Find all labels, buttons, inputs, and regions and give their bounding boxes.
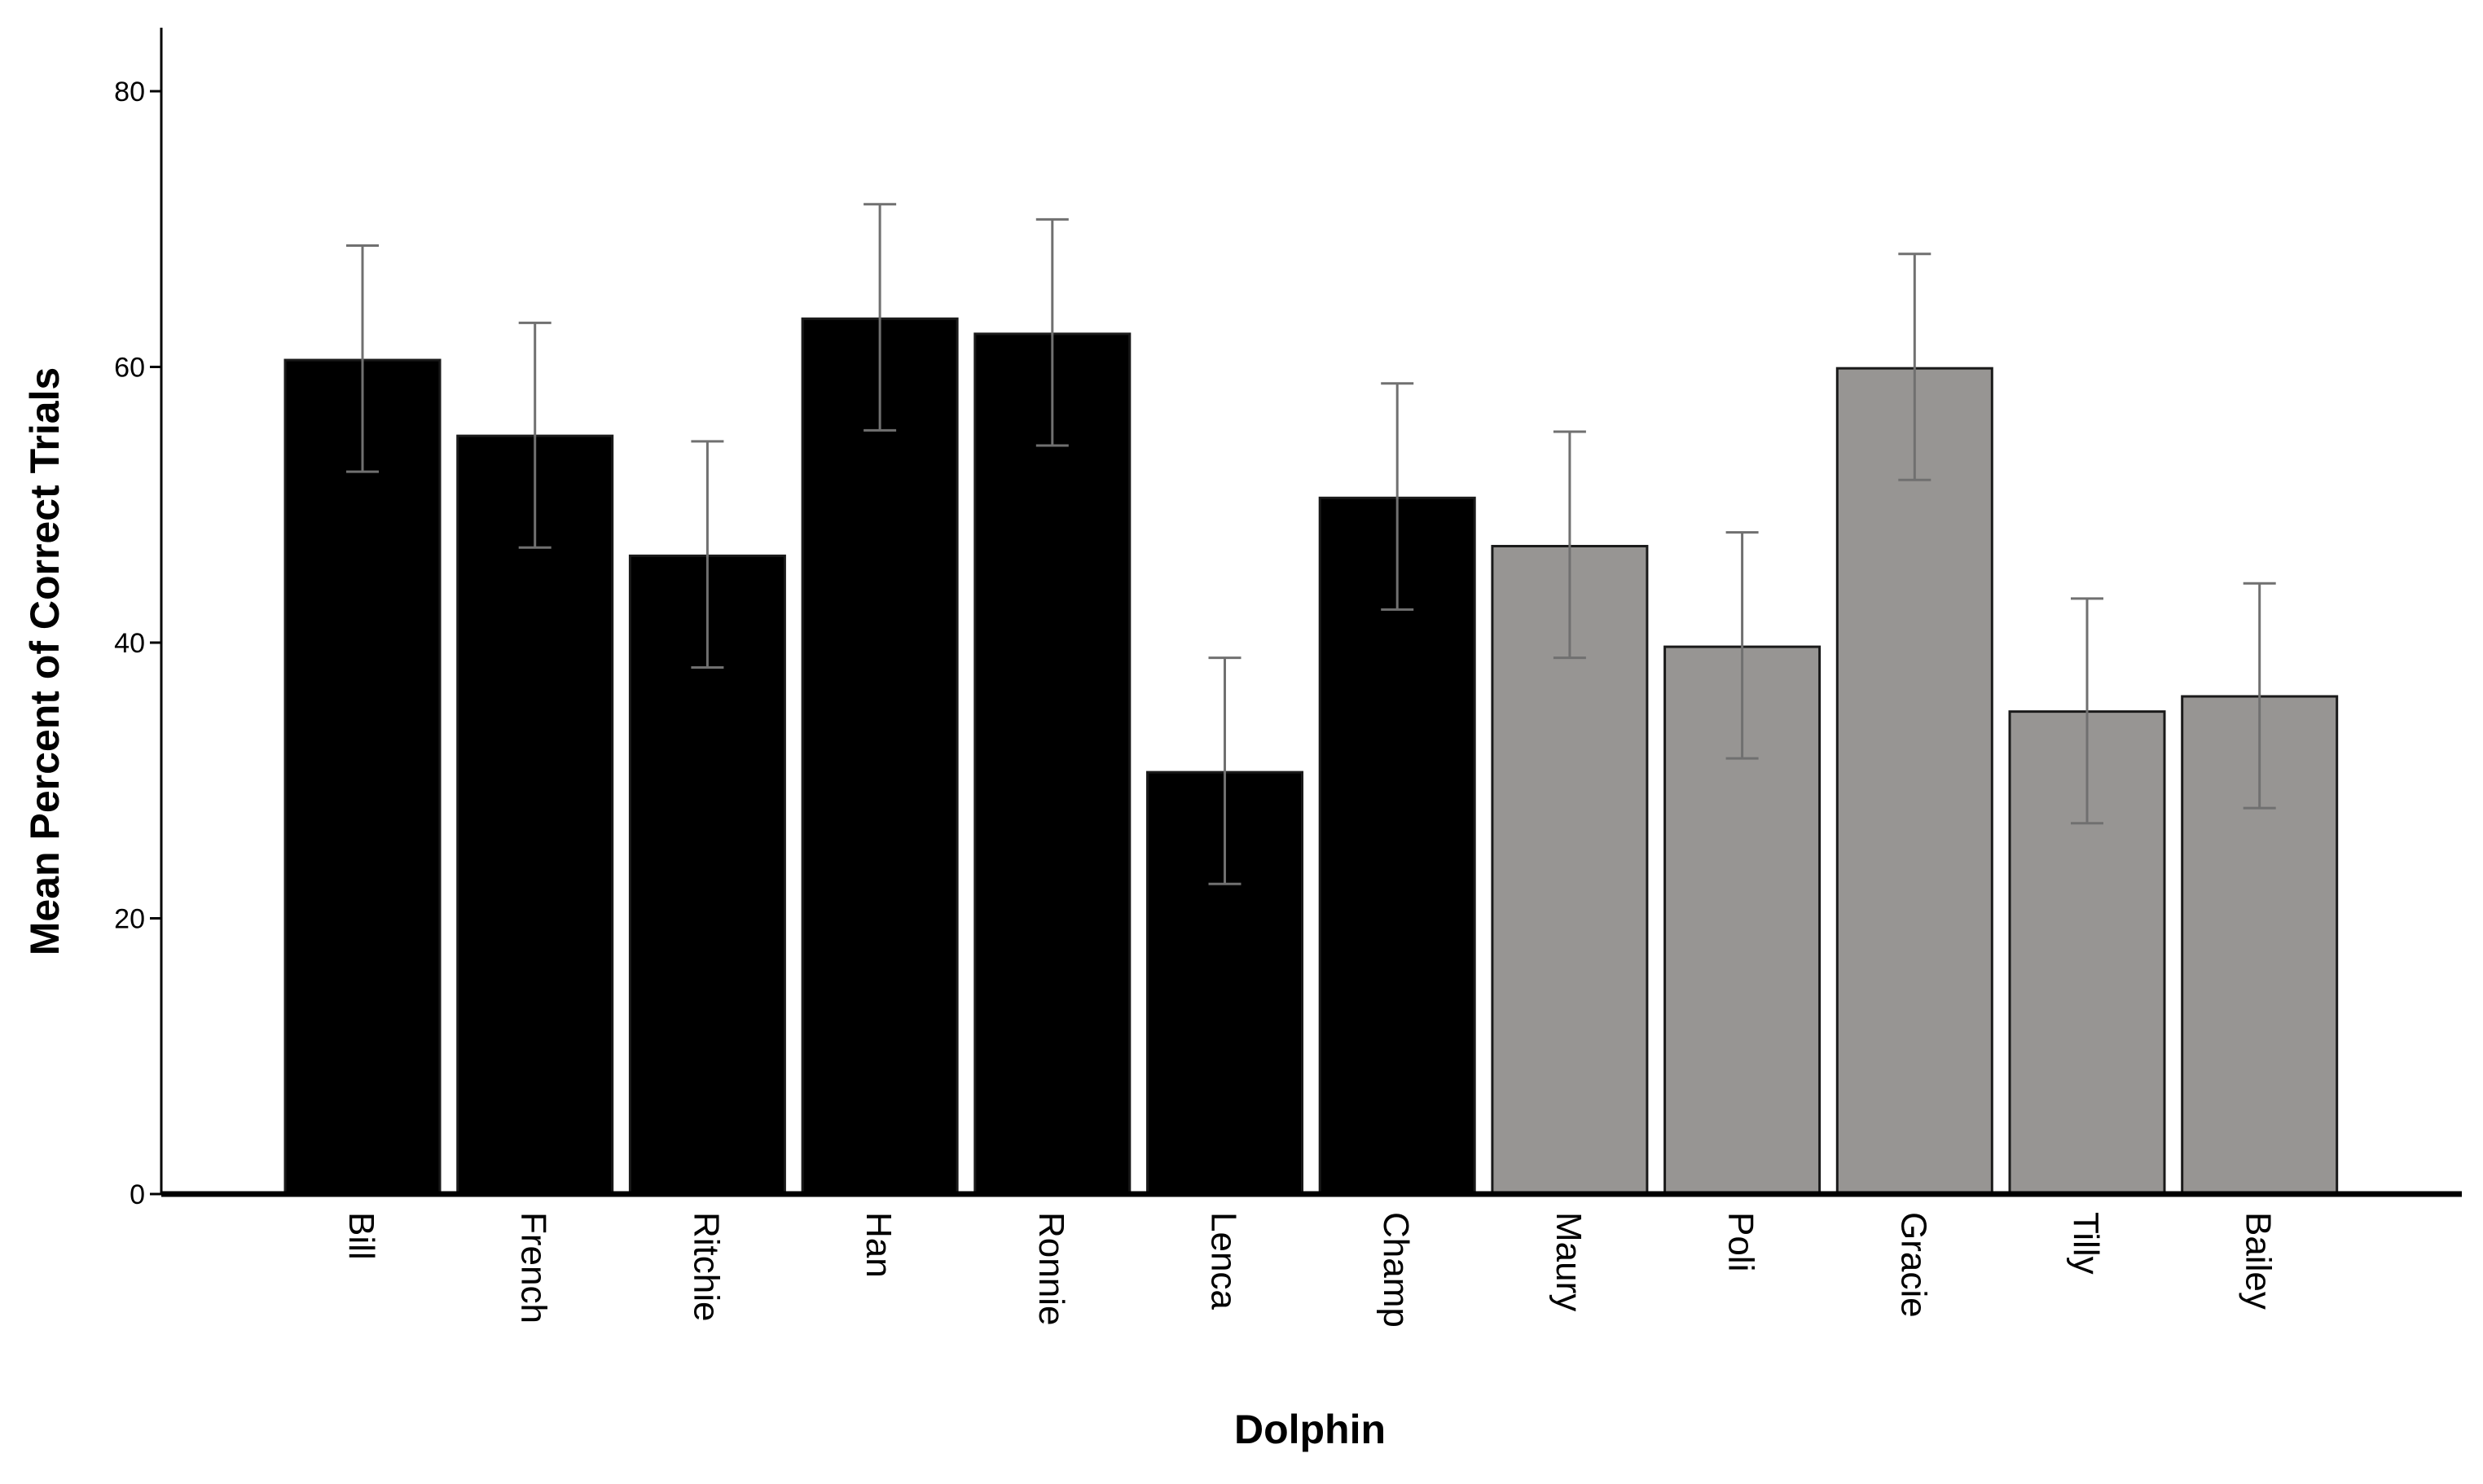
x-tick-label-french: French bbox=[514, 1212, 554, 1324]
x-tick-label-bailey: Bailey bbox=[2239, 1212, 2279, 1310]
x-tick-label-han: Han bbox=[859, 1212, 899, 1278]
error-bar-ronnie bbox=[1035, 217, 1069, 447]
x-tick-label-ritchie: Ritchie bbox=[686, 1212, 726, 1322]
bar-ronnie bbox=[973, 332, 1132, 1196]
y-tick-label: 60 bbox=[114, 353, 145, 384]
y-tick-label: 0 bbox=[130, 1179, 145, 1210]
error-bar-han bbox=[864, 203, 897, 432]
bar-han bbox=[801, 317, 959, 1196]
bar-bill bbox=[283, 358, 442, 1196]
error-bar-bill bbox=[346, 244, 379, 473]
y-tick-label: 40 bbox=[114, 628, 145, 659]
x-tick-label-poli: Poli bbox=[1721, 1212, 1761, 1271]
x-tick-label-bill: Bill bbox=[341, 1212, 381, 1260]
error-bar-french bbox=[518, 321, 552, 549]
x-tick-label-lenca: Lenca bbox=[1204, 1212, 1244, 1310]
error-bar-tilly bbox=[2071, 597, 2103, 825]
x-tick-label-gracie: Gracie bbox=[1893, 1212, 1933, 1318]
error-bar-maury bbox=[1553, 430, 1586, 660]
error-bar-champ bbox=[1381, 382, 1414, 611]
x-tick-label-champ: Champ bbox=[1376, 1212, 1416, 1328]
error-bar-poli bbox=[1725, 531, 1759, 760]
bars-group bbox=[283, 317, 2339, 1196]
error-bar-gracie bbox=[1898, 252, 1931, 481]
x-axis-title: Dolphin bbox=[1234, 1407, 1386, 1452]
bar-gracie bbox=[1835, 367, 1993, 1196]
error-bar-lenca bbox=[1208, 656, 1242, 885]
x-axis-category-labels: Bill French Ritchie Han Ronnie Lenca Champ Maur… bbox=[341, 1212, 2279, 1328]
x-tick-label-tilly: Tilly bbox=[2066, 1212, 2106, 1275]
y-axis-ticks: 0 20 40 60 80 bbox=[114, 77, 161, 1210]
error-bar-ritchie bbox=[691, 440, 724, 669]
error-bars-group bbox=[346, 203, 2276, 885]
x-tick-label-maury: Maury bbox=[1549, 1212, 1589, 1311]
error-bar-bailey bbox=[2243, 582, 2276, 810]
y-axis-title: Mean Percent of Correct Trials bbox=[22, 367, 68, 955]
y-tick-label: 80 bbox=[114, 77, 145, 108]
y-tick-label: 20 bbox=[114, 904, 145, 935]
x-tick-label-ronnie: Ronnie bbox=[1031, 1212, 1071, 1325]
bar-french bbox=[456, 434, 614, 1196]
